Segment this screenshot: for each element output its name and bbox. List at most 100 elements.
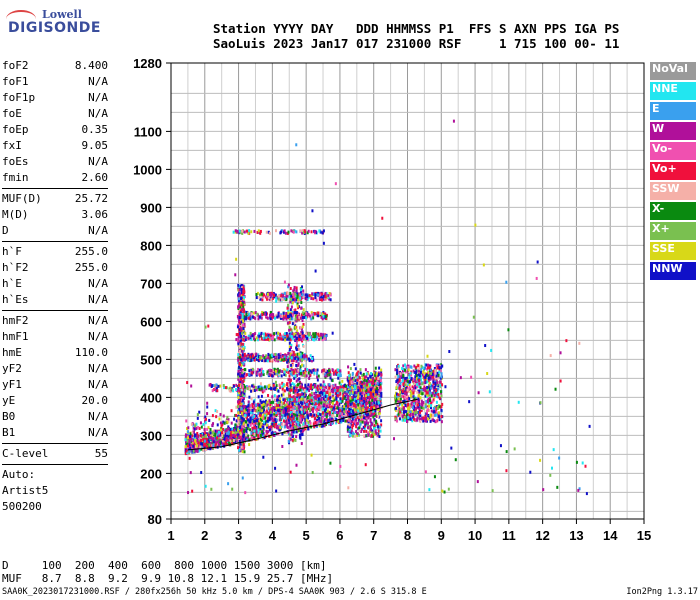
echo-dot (226, 431, 229, 435)
echo-dot (253, 352, 256, 356)
echo-dot (317, 311, 320, 315)
echo-dot (300, 338, 303, 342)
echo-dot (290, 305, 293, 309)
echo-dot (234, 435, 237, 439)
echo-dot (258, 385, 261, 389)
echo-dot (241, 450, 244, 454)
echo-dot (286, 292, 289, 296)
echo-dot (325, 407, 328, 411)
echo-dot (314, 416, 317, 420)
echo-dot (259, 410, 262, 414)
echo-dot (268, 428, 271, 432)
legend-vo-: Vo- (650, 142, 696, 160)
echo-dot (245, 416, 248, 420)
echo-dot (272, 335, 275, 339)
param-row-b1: B1 N/A (2, 425, 108, 441)
echo-dot (260, 422, 263, 426)
echo-dot (296, 294, 299, 298)
echo-dot (249, 423, 252, 427)
echo-dot (287, 314, 290, 318)
echo-dot (271, 296, 274, 300)
echo-dot (270, 413, 273, 417)
echo-dot (297, 336, 300, 340)
y-tick-label: 900 (140, 200, 162, 215)
echo-dot (310, 425, 313, 429)
echo-dot (307, 398, 310, 402)
echo-dot (258, 431, 261, 435)
param-value: N/A (88, 155, 108, 168)
echo-dot (236, 425, 239, 429)
echo-dot (204, 421, 207, 425)
echo-dot (258, 368, 261, 372)
echo-dot (237, 429, 240, 433)
echo-dot (237, 411, 240, 415)
echo-dot (281, 370, 284, 374)
echo-dot (216, 432, 219, 436)
echo-dot (238, 296, 241, 300)
echo-dot (260, 426, 263, 430)
echo-dot (297, 298, 300, 302)
echo-dot (297, 368, 300, 372)
echo-dot (324, 368, 327, 372)
param-row-hmf1: hmF1 N/A (2, 329, 108, 345)
echo-dot (249, 428, 252, 432)
echo-dot (282, 409, 285, 413)
echo-dot (336, 406, 339, 410)
echo-dot (251, 315, 254, 319)
echo-dot (280, 294, 283, 298)
echo-dot (304, 385, 307, 389)
echo-dot (314, 334, 317, 338)
echo-dot (329, 396, 332, 400)
echo-dot (265, 387, 268, 391)
echo-dot (274, 408, 277, 412)
echo-dot (331, 421, 334, 425)
echo-dot (296, 292, 299, 296)
param-separator (2, 443, 108, 444)
echo-dot (259, 382, 262, 386)
echo-dot (310, 397, 313, 401)
echo-dot (184, 434, 187, 438)
echo-dot (269, 310, 272, 314)
echo-dot (306, 404, 309, 408)
echo-dot (322, 368, 325, 372)
echo-dot (287, 406, 290, 410)
echo-dot (237, 433, 240, 437)
echo-dot (298, 402, 301, 406)
echo-dot (285, 298, 288, 302)
echo-dot (216, 389, 219, 393)
echo-dot (227, 430, 230, 434)
echo-dot (285, 317, 288, 321)
legend-sse: SSE (650, 242, 696, 260)
echo-dot (296, 354, 299, 358)
echo-dot (309, 335, 312, 339)
echo-dot (345, 389, 348, 393)
echo-dot (312, 337, 315, 341)
echo-dot (374, 366, 377, 370)
echo-dot (222, 420, 225, 424)
echo-dot (194, 433, 197, 437)
echo-dot (311, 396, 314, 400)
echo-dot (312, 410, 315, 414)
echo-dot (293, 376, 296, 380)
echo-dot (295, 402, 298, 406)
param-value: N/A (88, 426, 108, 439)
echo-dot (292, 368, 295, 372)
echo-dot (300, 433, 303, 437)
echo-dot (222, 384, 225, 388)
echo-dot (321, 312, 324, 316)
echo-dot (270, 387, 273, 391)
echo-dot (240, 360, 243, 364)
echo-dot (320, 298, 323, 302)
echo-dot (288, 295, 291, 299)
echo-dot (251, 354, 254, 358)
echo-dot (338, 388, 341, 392)
param-name: foEp (2, 123, 29, 136)
echo-dot (218, 417, 221, 421)
echo-dot (269, 333, 272, 337)
echo-dot (256, 367, 259, 371)
echo-dot (334, 383, 337, 387)
echo-dot (341, 410, 344, 414)
echo-dot (227, 435, 230, 439)
echo-dot (328, 373, 331, 377)
echo-dot (241, 333, 244, 337)
